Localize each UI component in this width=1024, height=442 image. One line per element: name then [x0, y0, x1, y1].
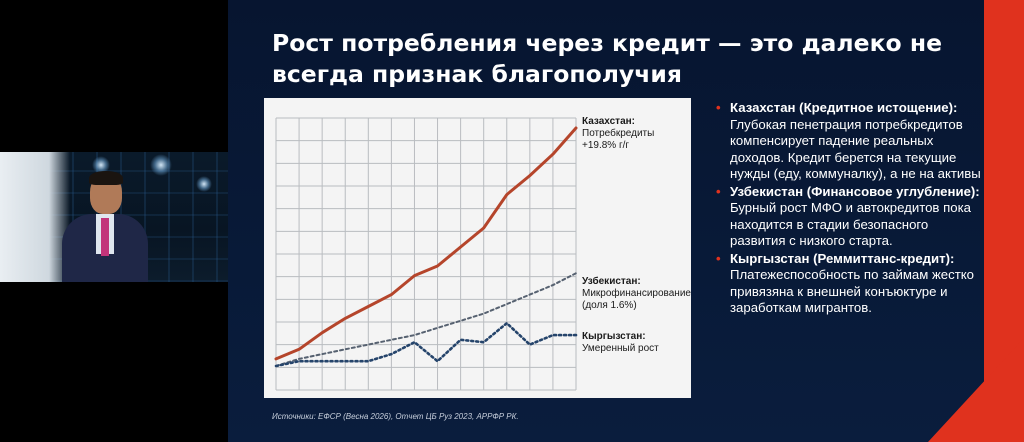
source-note: Источники: ЕФСР (Весна 2026), Отчет ЦБ Р… [272, 412, 519, 421]
bullet-item-kyrgyzstan: • Кыргызстан (Реммиттанс-кредит): Платеж… [716, 251, 981, 317]
video-light-panel [0, 152, 70, 282]
stage-light [196, 176, 212, 192]
series-line-kg [274, 321, 578, 368]
series-label-line: Умеренный рост [582, 343, 659, 354]
speaker-hair [89, 171, 123, 185]
bullet-marker: • [716, 250, 721, 266]
bullet-heading: Кыргызстан (Реммиттанс-кредит): [730, 250, 955, 266]
stage-light [92, 156, 110, 174]
speaker-video [0, 152, 228, 282]
line-chart: Казахстан: Потребкредиты +19.8% г/г Узбекис… [264, 98, 691, 398]
speaker-tie [101, 218, 109, 256]
series-label-title: Кыргызстан: [582, 331, 646, 342]
series-label-line: Микрофинансирование [582, 287, 691, 299]
series-label-line: (доля 1.6%) [582, 300, 637, 311]
bullet-heading: Казахстан (Кредитное истощение): [730, 100, 958, 115]
bullet-text: Платежеспособность по займам жестко прив… [730, 267, 974, 315]
presentation-slide: Рост потребления через кредит — это дале… [228, 0, 1024, 442]
bullet-heading: Узбекистан (Финансовое углубление): [730, 183, 980, 199]
series-label-title: Казахстан: [582, 116, 635, 127]
chart-svg: Казахстан:Потребкредиты+19.8% г/г Узбекис… [274, 116, 691, 391]
bullet-marker: • [716, 183, 721, 199]
bullet-text: Глубокая пенетрация потребкредитов компе… [730, 116, 981, 182]
series-line-kz [274, 126, 578, 361]
bullet-list: • Казахстан (Кредитное истощение): Глубо… [716, 100, 981, 318]
bullet-item-kazakhstan: • Казахстан (Кредитное истощение): Глубо… [716, 100, 981, 183]
series-label-title: Узбекистан: [582, 275, 641, 287]
series-line-uz [275, 272, 577, 367]
bullet-text: Бурный рост МФО и автокредитов пока нахо… [730, 200, 971, 248]
red-accent-corner [928, 338, 1024, 442]
series-label-line: Потребкредиты [582, 127, 654, 139]
series-label-line: +19.8% г/г [582, 140, 629, 151]
bullet-item-uzbekistan: • Узбекистан (Финансовое углубление): Бу… [716, 184, 981, 250]
slide-title: Рост потребления через кредит — это дале… [272, 29, 943, 88]
bullet-marker: • [716, 100, 721, 115]
stage-light [150, 154, 172, 176]
